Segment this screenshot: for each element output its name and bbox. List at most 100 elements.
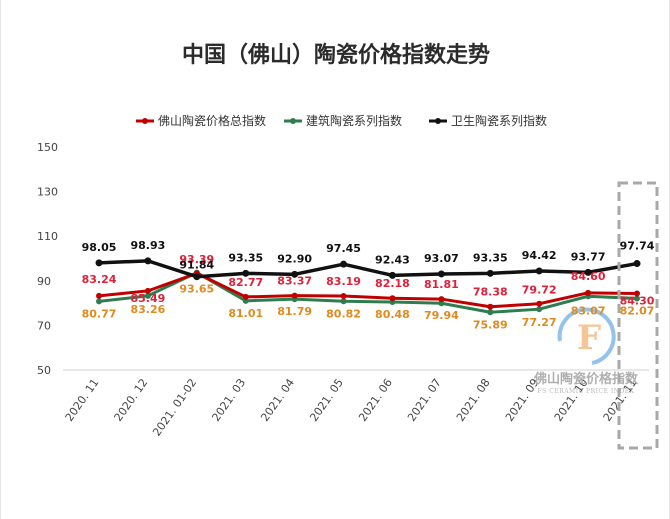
data-point [340,260,348,268]
data-label: 91.84 [179,259,214,272]
data-point [291,270,299,278]
x-tick-label: 2021. 07 [405,376,444,424]
x-tick-label: 2021. 01-02 [150,376,199,438]
data-point [193,273,201,281]
data-point [634,290,640,297]
data-point [389,295,396,302]
data-point [388,271,396,279]
data-point [96,292,102,299]
x-tick-label: 2021. 06 [356,376,395,424]
watermark-glyph: F [577,318,601,358]
data-point [144,257,152,265]
data-point [144,292,151,299]
y-tick-label: 70 [37,319,51,332]
data-label: 82.18 [375,277,410,290]
y-axis: 50 70 90 110 130 150 [37,141,649,377]
data-label: 79.72 [522,284,557,297]
data-point [242,269,250,277]
data-label: 93.77 [571,250,606,263]
data-label: 77.27 [522,316,557,329]
data-point [585,289,592,296]
data-label: 83.24 [82,273,117,286]
data-point [535,267,543,275]
data-label: 82.07 [620,304,655,317]
series-line [98,259,638,279]
y-tick-label: 150 [37,141,58,154]
data-label: 82.77 [228,276,263,289]
data-point [340,298,347,305]
highlight-box [617,181,659,450]
data-point [487,303,494,310]
data-label: 83.07 [571,304,606,317]
data-label: 97.74 [620,240,655,253]
data-label: 83.19 [326,275,361,288]
y-tick-label: 50 [37,364,51,377]
data-label: 81.81 [424,278,459,291]
x-tick-label: 2021. 05 [307,376,346,424]
data-point [340,292,347,299]
data-point [584,268,592,276]
data-label: 98.05 [82,241,117,254]
x-tick-label: 2020. 12 [112,376,151,424]
data-point [536,300,543,307]
data-point [438,296,445,303]
data-label: 98.93 [131,239,166,252]
series-line [98,271,638,309]
legend: 佛山陶瓷价格总指数 建筑陶瓷系列指数 卫生陶瓷系列指数 [136,113,547,128]
legend-marker [435,118,441,124]
x-tick-label: 2021. 03 [209,376,248,424]
data-label: 97.45 [326,242,361,255]
data-point [291,292,298,299]
data-label: 75.89 [473,318,508,331]
y-tick-label: 110 [37,230,58,243]
legend-label: 卫生陶瓷系列指数 [451,113,547,128]
data-point [633,260,641,268]
data-point [486,269,494,277]
data-point [536,306,543,313]
legend-label: 建筑陶瓷系列指数 [306,113,402,128]
data-point [487,309,494,316]
data-label: 80.82 [326,307,361,320]
legend-marker [290,118,296,124]
watermark-subtitle: FS CERAMIC PRICE INDEX [538,388,635,395]
data-label: 80.77 [82,307,117,320]
legend-label: 佛山陶瓷价格总指数 [158,113,266,128]
data-label: 78.38 [473,286,508,299]
data-label: 81.79 [277,305,312,318]
data-label: 93.39 [179,253,214,266]
data-point [438,300,445,307]
watermark-title: 佛山陶瓷价格指数 [533,371,639,387]
data-point [96,298,102,305]
watermark-arc [557,307,616,365]
data-label: 84.60 [571,270,606,283]
data-point [95,259,103,267]
data-label: 79.94 [424,309,459,322]
data-label: 81.01 [228,307,263,320]
data-labels: 83.24 85.49 93.39 82.77 83.37 83.19 82.18 81.81… [82,239,655,331]
data-label: 83.37 [277,275,312,288]
data-point [242,293,249,300]
chart-title: 中国（佛山）陶瓷价格指数走势 [182,42,490,68]
data-label: 93.65 [179,283,214,296]
data-label: 84.30 [620,295,655,308]
data-point [144,287,151,294]
data-point [634,295,640,302]
data-label: 93.07 [424,252,459,265]
x-tick-label: 2021. 08 [454,376,493,424]
data-label: 94.42 [522,249,557,262]
series-layer [95,257,641,316]
data-label: 92.43 [375,253,410,266]
data-label: 83.26 [131,303,166,316]
x-tick-label: 2020. 11 [63,376,102,424]
data-label: 93.35 [473,251,508,264]
y-tick-label: 130 [37,186,58,199]
y-tick-label: 90 [37,275,51,288]
data-label: 85.49 [131,292,166,305]
data-point [437,270,445,278]
data-label: 93.35 [228,251,263,264]
legend-marker [142,118,148,124]
x-tick-label: 2021. 04 [258,376,297,424]
data-label: 92.90 [277,252,312,265]
